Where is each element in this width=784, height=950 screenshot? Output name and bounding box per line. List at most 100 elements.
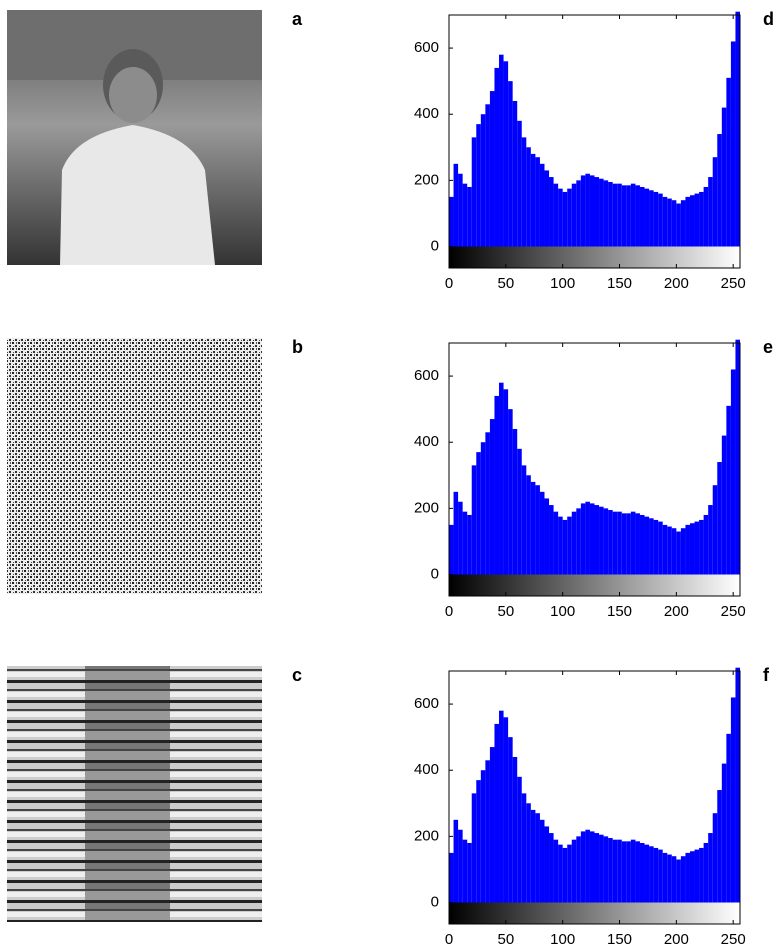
bar	[562, 519, 568, 575]
bar	[644, 844, 650, 903]
bar	[535, 813, 540, 903]
bar	[671, 200, 677, 247]
intensity-bar	[449, 902, 740, 924]
bar	[676, 531, 681, 575]
bar	[580, 503, 586, 575]
bar	[635, 513, 640, 575]
bar	[508, 81, 513, 247]
y-tick-label: 400	[414, 433, 439, 450]
bar	[617, 839, 622, 903]
bar	[494, 723, 500, 903]
bar	[667, 198, 672, 247]
plot-frame	[448, 14, 741, 269]
bar	[589, 831, 595, 903]
bar	[612, 183, 618, 247]
bar	[489, 91, 495, 247]
bar	[571, 183, 577, 247]
bar	[658, 849, 663, 903]
bar	[562, 191, 568, 247]
image-c	[7, 666, 262, 922]
bar	[694, 193, 700, 247]
bar	[503, 389, 509, 575]
bar	[630, 183, 636, 247]
panel-label: b	[292, 337, 303, 357]
bar	[467, 186, 472, 247]
bar	[662, 524, 668, 575]
bar	[449, 852, 454, 903]
bar	[735, 667, 740, 903]
y-tick-label: 0	[431, 237, 439, 254]
bar	[730, 369, 736, 575]
bar	[580, 175, 586, 247]
bar	[553, 839, 559, 903]
bar	[549, 833, 554, 903]
bar	[726, 733, 731, 903]
bar	[576, 508, 581, 575]
bar	[676, 859, 681, 903]
bar	[649, 518, 654, 575]
x-tick-label: 50	[497, 603, 514, 620]
bar	[685, 852, 690, 903]
image-a	[7, 10, 262, 265]
x-tick-label: 150	[607, 275, 632, 292]
bar	[453, 819, 459, 903]
bar	[639, 842, 645, 903]
intensity-bar	[449, 246, 740, 268]
bar	[539, 491, 545, 575]
y-tick-label: 200	[414, 827, 439, 844]
bar	[562, 847, 568, 903]
bar	[449, 196, 454, 247]
bar	[517, 448, 522, 575]
y-tick-label: 0	[431, 893, 439, 910]
bar	[717, 462, 722, 575]
bar	[708, 833, 713, 903]
bar	[653, 519, 659, 575]
bar	[721, 763, 727, 903]
bar	[558, 844, 563, 903]
bar	[476, 780, 481, 903]
bar	[571, 839, 577, 903]
bar	[503, 717, 509, 903]
bar	[453, 163, 459, 247]
bar	[580, 831, 586, 903]
y-tick-label: 400	[414, 105, 439, 122]
y-tick-label: 200	[414, 499, 439, 516]
bar	[535, 157, 540, 247]
bar	[526, 147, 531, 247]
bar	[726, 77, 731, 247]
bar	[462, 839, 468, 903]
bar	[567, 844, 572, 903]
bar	[621, 513, 627, 575]
bar	[617, 511, 622, 575]
bar	[653, 191, 659, 247]
x-tick-label: 200	[664, 275, 689, 292]
x-tick-label: 50	[497, 931, 514, 948]
bar	[499, 710, 504, 903]
x-tick-label: 250	[721, 603, 746, 620]
bar	[530, 809, 536, 903]
bar	[689, 851, 695, 903]
bar	[549, 505, 554, 575]
bar	[594, 833, 600, 903]
bar	[553, 511, 559, 575]
panel-label: f	[763, 665, 770, 685]
bar	[480, 442, 486, 575]
bar	[626, 841, 631, 903]
bar	[549, 177, 554, 247]
panel-label: a	[292, 9, 303, 29]
bar	[721, 107, 727, 247]
bar	[721, 435, 727, 575]
bar	[599, 178, 604, 247]
x-tick-label: 50	[497, 275, 514, 292]
bar	[594, 505, 600, 575]
bar	[603, 508, 609, 575]
bar	[708, 177, 713, 247]
bar	[512, 428, 518, 575]
plot-frame	[448, 342, 741, 597]
x-tick-label: 150	[607, 931, 632, 948]
bar	[662, 852, 668, 903]
bar	[485, 760, 490, 903]
bar	[585, 829, 590, 903]
bar	[685, 524, 690, 575]
